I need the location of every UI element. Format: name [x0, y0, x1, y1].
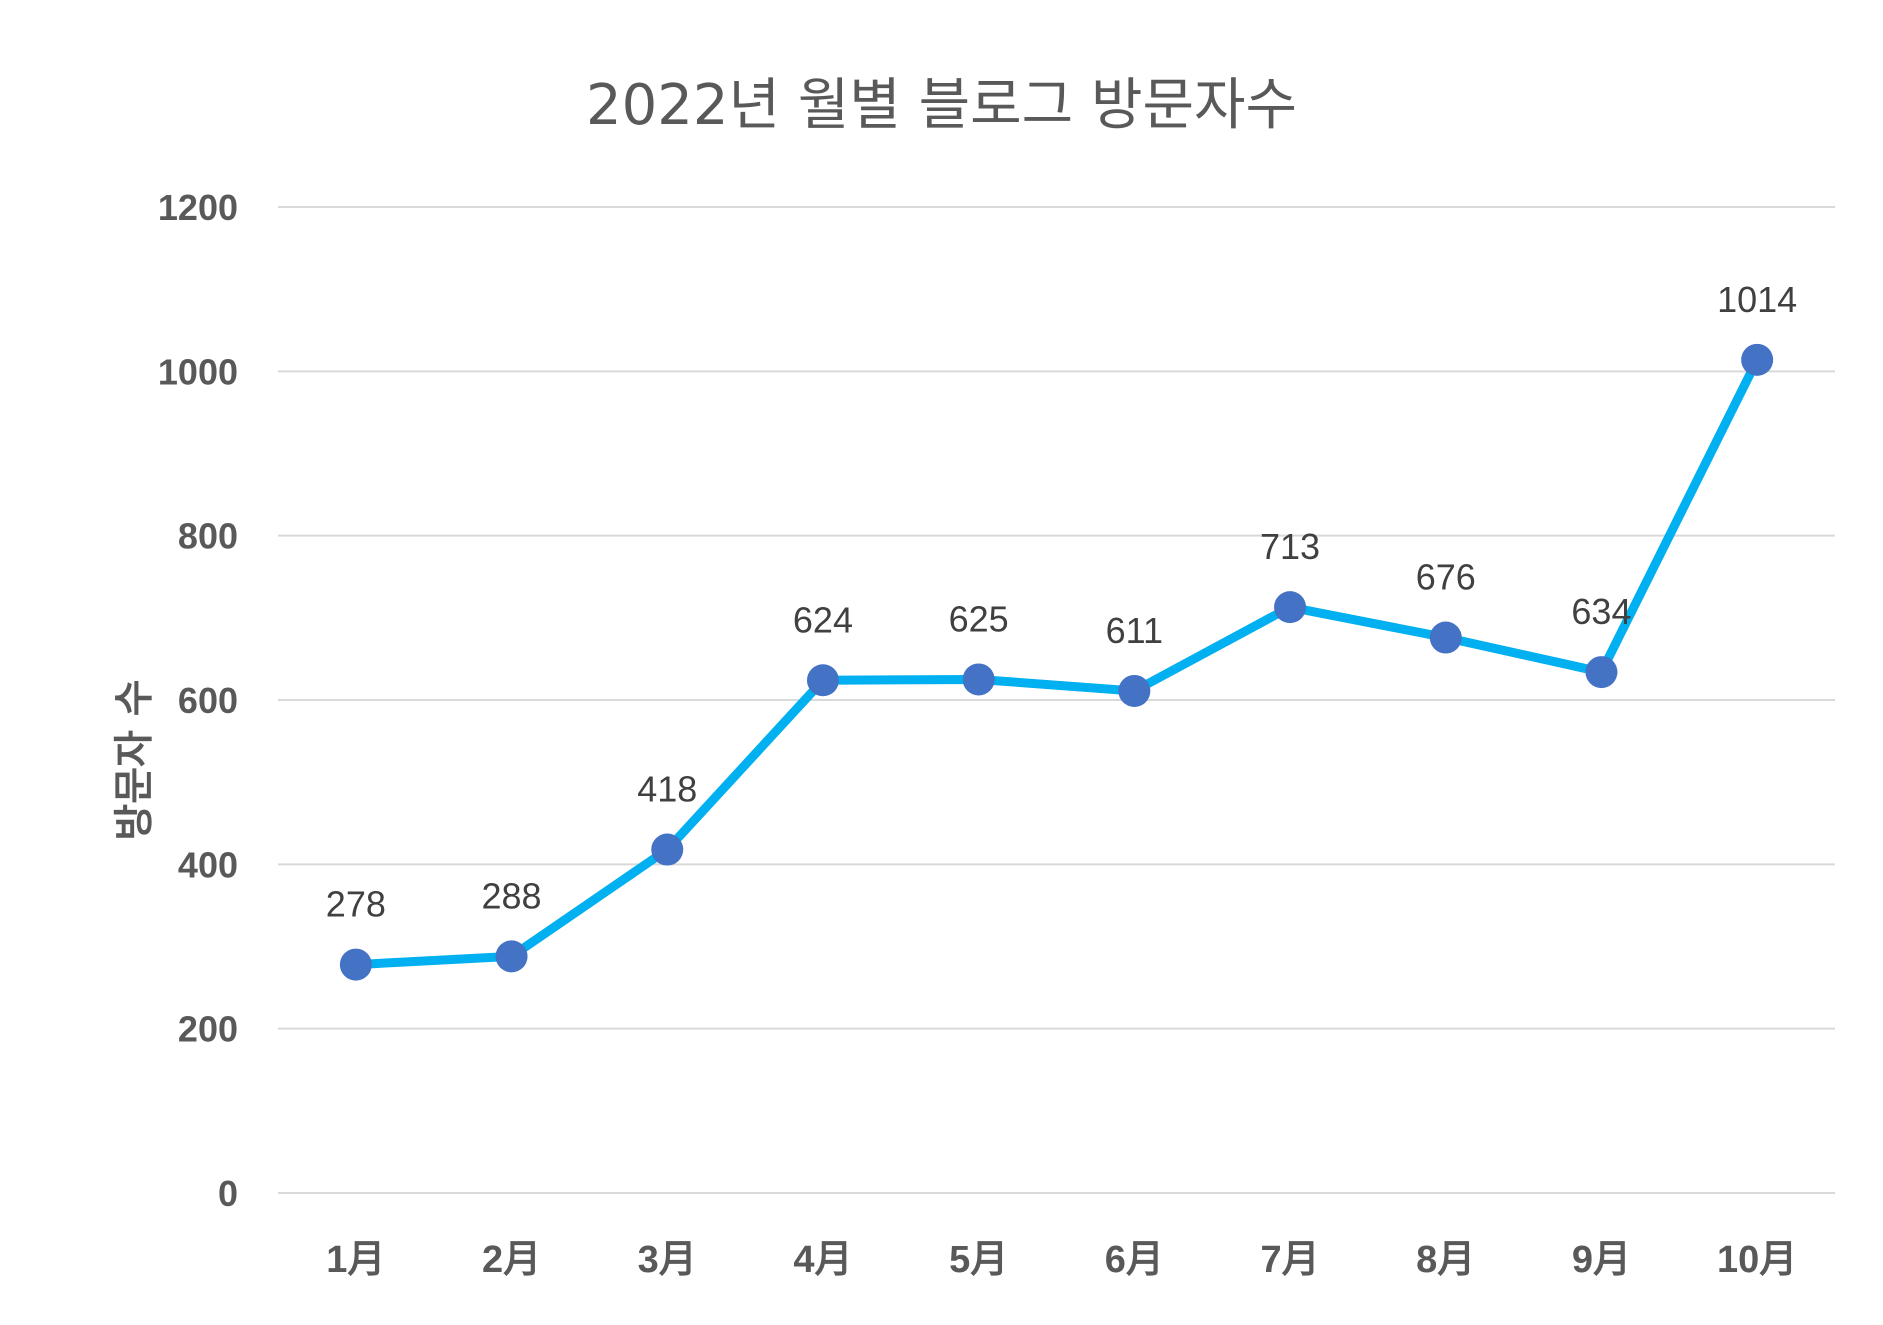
y-tick-label: 1000	[158, 351, 238, 392]
series-line	[351, 355, 1762, 970]
x-tick-label: 7月	[1260, 1239, 1319, 1281]
y-tick-label: 200	[178, 1009, 238, 1050]
data-point	[495, 940, 528, 973]
y-tick-label: 600	[178, 680, 238, 721]
data-point	[1741, 343, 1774, 376]
x-tick-label: 5月	[949, 1239, 1008, 1281]
data-point	[962, 663, 995, 696]
chart-title: 2022년 월별 블로그 방문자수	[585, 73, 1298, 138]
data-point	[339, 948, 372, 981]
data-point	[1118, 674, 1151, 707]
data-label: 625	[949, 598, 1009, 639]
data-label: 676	[1416, 557, 1476, 598]
x-tick-label: 9月	[1572, 1239, 1631, 1281]
x-tick-label: 10月	[1717, 1239, 1797, 1281]
data-label: 713	[1260, 526, 1320, 567]
x-tick-label: 4月	[793, 1239, 852, 1281]
data-label: 611	[1106, 610, 1163, 651]
data-label: 1014	[1717, 279, 1797, 320]
x-tick-label: 3月	[638, 1239, 697, 1281]
x-tick-label: 8月	[1416, 1239, 1475, 1281]
data-point	[1429, 621, 1462, 654]
x-tick-label: 6月	[1105, 1239, 1164, 1281]
x-tick-label: 2月	[482, 1239, 541, 1281]
data-label: 624	[793, 599, 853, 640]
data-label: 278	[326, 884, 386, 925]
data-point	[651, 833, 684, 866]
y-tick-label: 0	[218, 1173, 238, 1214]
data-label: 418	[637, 769, 697, 810]
y-tick-label: 800	[178, 516, 238, 557]
data-label: 288	[482, 875, 542, 916]
data-label: 634	[1571, 591, 1631, 632]
y-axis-label: 방문자 수	[111, 679, 158, 841]
x-tick-label: 1月	[326, 1239, 385, 1281]
data-point	[1585, 656, 1618, 689]
y-tick-label: 1200	[158, 187, 238, 228]
data-point	[1274, 591, 1307, 624]
data-point	[806, 664, 839, 697]
y-tick-label: 400	[178, 844, 238, 885]
